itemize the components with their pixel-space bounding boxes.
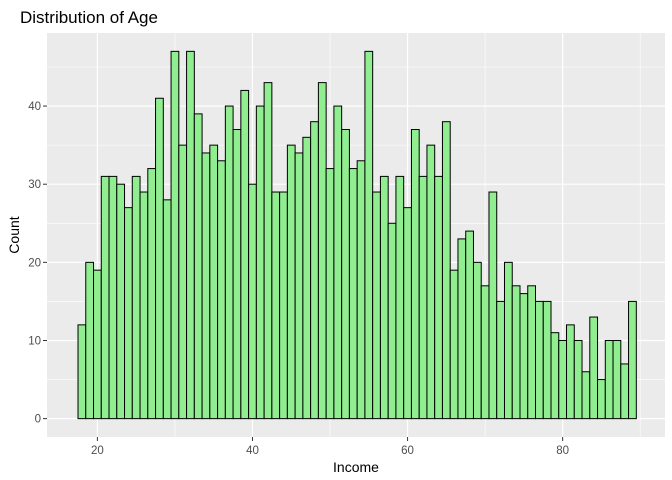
histogram-bar xyxy=(248,183,257,420)
histogram-bar xyxy=(341,129,350,420)
histogram-bar xyxy=(85,261,95,420)
x-tick-label: 60 xyxy=(401,445,414,457)
histogram-bar xyxy=(535,300,544,420)
histogram-bar xyxy=(186,50,195,420)
histogram-bar xyxy=(589,316,599,420)
histogram-bar xyxy=(503,261,513,420)
histogram-bar xyxy=(100,175,110,420)
histogram-bar xyxy=(170,50,180,420)
histogram-bar xyxy=(131,175,141,420)
histogram-bar xyxy=(457,238,467,420)
histogram-bar xyxy=(449,269,459,420)
histogram-bar xyxy=(139,191,149,420)
histogram-bar xyxy=(465,230,474,420)
y-tick-label: 30 xyxy=(28,179,41,191)
histogram-bar xyxy=(488,191,498,420)
y-tick-label: 10 xyxy=(28,335,41,347)
histogram-bar xyxy=(325,168,335,420)
histogram-bar xyxy=(480,285,490,420)
histogram-bar xyxy=(263,82,273,420)
histogram-bar xyxy=(162,199,172,420)
histogram-bar xyxy=(217,160,226,420)
histogram-bar xyxy=(333,105,343,420)
histogram-bar xyxy=(604,339,614,420)
y-tick-label: 40 xyxy=(28,101,41,113)
histogram-bar xyxy=(271,191,281,420)
histogram-bar xyxy=(403,207,412,420)
histogram-bar xyxy=(566,324,575,420)
histogram-bar xyxy=(348,168,358,420)
histogram-bar xyxy=(511,285,521,420)
histogram-bar xyxy=(294,152,304,420)
histogram-bar xyxy=(201,152,211,420)
histogram-bar xyxy=(240,89,250,420)
y-tick-label: 20 xyxy=(28,257,41,269)
histogram-bar xyxy=(302,136,312,420)
histogram-bar xyxy=(279,191,288,420)
histogram-bar xyxy=(77,324,87,420)
histogram-bar xyxy=(620,363,630,420)
histogram-bar xyxy=(628,300,637,420)
histogram-bar xyxy=(395,175,405,420)
y-axis: 0 10 20 30 40 xyxy=(28,101,47,426)
histogram-bar xyxy=(147,168,157,420)
histogram-bar xyxy=(224,105,234,420)
histogram-bar xyxy=(550,332,560,420)
histogram-bar xyxy=(379,175,389,420)
histogram-bar xyxy=(286,144,296,420)
histogram-bar xyxy=(418,175,428,420)
histogram-bar xyxy=(426,144,436,420)
histogram-bar xyxy=(155,97,164,420)
histogram-bar xyxy=(255,105,265,420)
histogram-bar xyxy=(232,129,242,420)
histogram-bar xyxy=(116,183,126,420)
histogram-bar xyxy=(542,300,552,420)
histogram-bar xyxy=(93,269,102,420)
histogram-bar xyxy=(178,144,188,420)
histogram-bar xyxy=(527,285,537,420)
bars xyxy=(77,50,637,420)
histogram-bar xyxy=(434,175,443,420)
y-axis-title: Count xyxy=(6,216,22,253)
x-axis-title: Income xyxy=(333,459,379,475)
histogram-bar xyxy=(310,121,319,420)
x-tick-label: 40 xyxy=(246,445,259,457)
histogram-bar xyxy=(410,129,420,420)
histogram-bar xyxy=(472,261,482,420)
histogram-bar xyxy=(124,207,133,420)
x-axis: 20 40 60 80 xyxy=(91,437,569,457)
x-tick-label: 20 xyxy=(91,445,104,457)
histogram-bar xyxy=(558,339,568,420)
chart-title: Distribution of Age xyxy=(20,8,158,27)
histogram-bar xyxy=(441,121,451,420)
histogram-bar xyxy=(496,300,505,420)
histogram-bar xyxy=(108,175,118,420)
histogram-bar xyxy=(387,222,397,420)
histogram-bar xyxy=(317,82,327,420)
x-tick-label: 80 xyxy=(556,445,569,457)
histogram-bar xyxy=(612,339,622,420)
histogram-bar xyxy=(519,293,529,420)
histogram-bar xyxy=(209,144,219,420)
y-tick-label: 0 xyxy=(35,414,41,426)
histogram-bar xyxy=(597,379,606,420)
histogram-bar xyxy=(581,371,591,420)
histogram-bar xyxy=(573,339,583,420)
histogram-bar xyxy=(356,160,366,420)
histogram-bar xyxy=(193,113,203,420)
histogram-bar xyxy=(372,191,381,420)
histogram-bar xyxy=(364,50,374,420)
